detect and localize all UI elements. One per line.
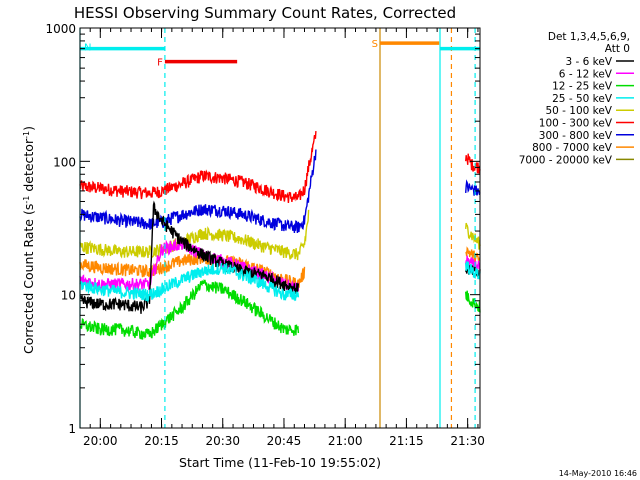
x-tick-label: 21:15: [389, 434, 424, 448]
y-tick-label: 100: [53, 155, 76, 169]
x-tick-label: 20:00: [83, 434, 118, 448]
legend-label: 25 - 50 keV: [552, 93, 613, 105]
x-tick-label: 20:30: [205, 434, 240, 448]
series-line: [79, 209, 310, 261]
legend-label: 100 - 300 keV: [539, 118, 613, 130]
legend-label: 300 - 800 keV: [539, 130, 613, 142]
y-axis-label-main: Corrected Count Rate (s: [21, 204, 36, 354]
series-line: [79, 200, 300, 314]
chart-title: HESSI Observing Summary Count Rates, Cor…: [74, 4, 456, 22]
series-line-post: [465, 261, 481, 280]
series-1: [79, 149, 481, 234]
y-tick-label: 1000: [45, 22, 76, 36]
legend-header: Att 0: [605, 43, 630, 55]
legend-label: 12 - 25 keV: [552, 81, 613, 93]
legend-label: 50 - 100 keV: [545, 105, 612, 117]
series-line: [79, 149, 317, 234]
x-axis-label: Start Time (11-Feb-10 19:55:02): [179, 455, 381, 470]
series-line-post: [465, 179, 481, 196]
legend-label: 6 - 12 keV: [559, 68, 613, 80]
series-line-post: [465, 153, 481, 174]
legend-label: 800 - 7000 keV: [532, 142, 613, 154]
flag-label: F: [157, 58, 163, 69]
series-line-post: [465, 290, 481, 313]
legend-label: 7000 - 20000 keV: [519, 154, 613, 166]
timestamp-footer: 14-May-2010 16:46: [559, 469, 637, 478]
flag-label: S: [372, 39, 378, 50]
series-line: [79, 251, 306, 290]
series-2: [79, 209, 481, 261]
legend-label: 3 - 6 keV: [565, 56, 612, 68]
series-layer: [79, 131, 481, 340]
x-tick-label: 20:45: [267, 434, 302, 448]
y-tick-label: 1: [68, 422, 76, 436]
series-0: [79, 131, 481, 203]
y-tick-label: 10: [61, 289, 76, 303]
legend-header: Det 1,3,4,5,6,9,: [548, 31, 630, 43]
y-axis-label-end: ): [21, 126, 36, 131]
series-line: [79, 131, 317, 203]
series-7: [79, 278, 481, 340]
y-axis-label: Corrected Count Rate (s-1 detector-1): [21, 126, 36, 354]
series-6: [79, 261, 481, 304]
y-axis-label-mid: detector: [21, 138, 36, 196]
series-line: [79, 278, 300, 340]
series-line-post: [465, 222, 481, 250]
marker-layer: N F S: [79, 28, 480, 428]
x-tick-label: 21:00: [328, 434, 363, 448]
y-axis-label-sup2: -1: [22, 131, 31, 139]
series-line: [79, 263, 300, 304]
x-tick-label: 21:30: [450, 434, 485, 448]
y-axis-label-sup1: -1: [22, 196, 31, 204]
series-line-post: [465, 255, 481, 273]
flag-label: N: [84, 43, 91, 54]
axis-layer: 1 10 100 1000 20:00 20:15 20:30 20:45 21:00 21:15…: [45, 22, 484, 448]
x-tick-label: 20:15: [144, 434, 179, 448]
plot-frame: [79, 27, 481, 429]
